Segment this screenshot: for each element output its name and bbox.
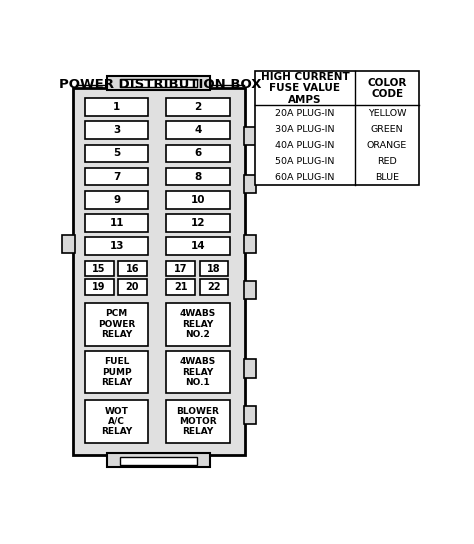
Text: 15: 15 [92, 263, 106, 274]
Text: BLOWER
MOTOR
RELAY: BLOWER MOTOR RELAY [176, 406, 219, 436]
Text: 21: 21 [174, 282, 187, 292]
Bar [120, 79, 197, 87]
Bar [120, 457, 197, 465]
Text: 20A PLUG-IN: 20A PLUG-IN [275, 109, 335, 118]
Text: 4: 4 [194, 125, 201, 135]
Bar [166, 214, 230, 232]
Text: 20: 20 [126, 282, 139, 292]
Bar [85, 400, 148, 443]
Text: 60A PLUG-IN: 60A PLUG-IN [275, 173, 335, 182]
Bar [244, 127, 256, 145]
Bar [244, 281, 256, 299]
Bar [85, 145, 148, 162]
Bar [73, 88, 245, 455]
Bar [244, 406, 256, 424]
Bar [166, 121, 230, 139]
Text: 13: 13 [109, 241, 124, 251]
Bar [63, 234, 75, 253]
Text: COLOR
CODE: COLOR CODE [367, 78, 407, 99]
Text: 14: 14 [191, 241, 205, 251]
Text: WOT
A/C
RELAY: WOT A/C RELAY [101, 406, 132, 436]
Text: 40A PLUG-IN: 40A PLUG-IN [275, 141, 335, 150]
Text: 8: 8 [194, 171, 201, 182]
Bar [166, 237, 230, 255]
Bar [85, 303, 148, 345]
Bar [166, 400, 230, 443]
Text: 16: 16 [126, 263, 139, 274]
Text: YELLOW: YELLOW [368, 109, 406, 118]
Bar [166, 279, 195, 295]
Bar [244, 175, 256, 193]
Text: GREEN: GREEN [371, 125, 403, 134]
Bar [118, 261, 147, 276]
Text: 50A PLUG-IN: 50A PLUG-IN [275, 157, 335, 166]
Bar [85, 168, 148, 186]
Text: 17: 17 [174, 263, 187, 274]
Text: RED: RED [377, 157, 397, 166]
Bar [118, 279, 147, 295]
Text: 5: 5 [113, 149, 120, 158]
Bar [166, 261, 195, 276]
Text: 22: 22 [207, 282, 220, 292]
Text: 11: 11 [109, 218, 124, 228]
Bar [85, 351, 148, 393]
Bar [200, 279, 228, 295]
Text: 30A PLUG-IN: 30A PLUG-IN [275, 125, 335, 134]
Bar [85, 191, 148, 208]
Text: 7: 7 [113, 171, 120, 182]
Bar [166, 191, 230, 208]
Text: 10: 10 [191, 195, 205, 205]
Bar [85, 98, 148, 116]
Bar [107, 76, 210, 90]
Text: 9: 9 [113, 195, 120, 205]
Text: HIGH CURRENT
FUSE VALUE
AMPS: HIGH CURRENT FUSE VALUE AMPS [261, 72, 349, 105]
Bar [166, 98, 230, 116]
Bar [85, 214, 148, 232]
Text: 6: 6 [194, 149, 201, 158]
Text: 4WABS
RELAY
NO.1: 4WABS RELAY NO.1 [180, 357, 216, 387]
Text: FUEL
PUMP
RELAY: FUEL PUMP RELAY [101, 357, 132, 387]
Text: 1: 1 [113, 102, 120, 112]
Bar [85, 279, 113, 295]
Bar [255, 71, 419, 186]
Text: 18: 18 [207, 263, 221, 274]
Bar [166, 168, 230, 186]
Bar [166, 351, 230, 393]
Bar [166, 303, 230, 345]
Text: 19: 19 [92, 282, 106, 292]
Bar [107, 453, 210, 467]
Text: 4WABS
RELAY
NO.2: 4WABS RELAY NO.2 [180, 310, 216, 339]
Bar [85, 237, 148, 255]
Bar [244, 360, 256, 378]
Bar [166, 145, 230, 162]
Bar [200, 261, 228, 276]
Text: BLUE: BLUE [375, 173, 399, 182]
Bar [85, 261, 113, 276]
Text: ORANGE: ORANGE [367, 141, 407, 150]
Text: 12: 12 [191, 218, 205, 228]
Text: 2: 2 [194, 102, 201, 112]
Bar [244, 234, 256, 253]
Text: PCM
POWER
RELAY: PCM POWER RELAY [98, 310, 135, 339]
Text: POWER DISTRIBUTION BOX: POWER DISTRIBUTION BOX [59, 78, 261, 91]
Text: 3: 3 [113, 125, 120, 135]
Bar [85, 121, 148, 139]
